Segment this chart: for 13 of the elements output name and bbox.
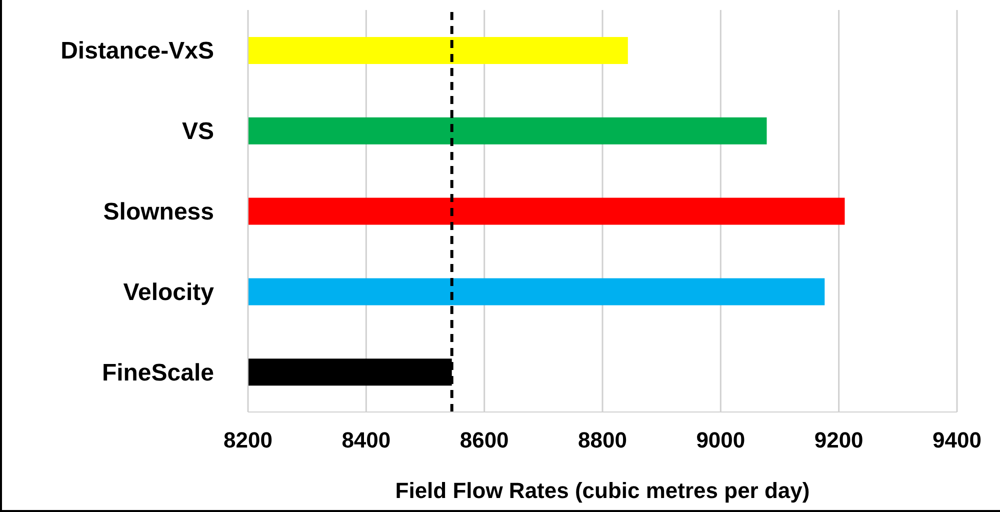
x-axis-title: Field Flow Rates (cubic metres per day) <box>395 478 810 503</box>
x-tick-label: 9200 <box>814 428 864 453</box>
y-tick-label: FineScale <box>102 359 214 386</box>
x-tick-label: 9400 <box>932 428 982 453</box>
y-tick-label: Distance-VxS <box>60 38 214 65</box>
y-tick-label: VS <box>182 118 214 146</box>
y-tick-label: Slowness <box>103 198 214 226</box>
x-tick-label: 9000 <box>696 428 746 453</box>
y-tick-label: Velocity <box>123 278 215 306</box>
x-tick-label: 8400 <box>342 428 391 453</box>
x-tick-label: 8600 <box>460 428 509 453</box>
x-tick-label: 8200 <box>224 428 272 453</box>
x-tick-label: 8800 <box>578 428 627 453</box>
